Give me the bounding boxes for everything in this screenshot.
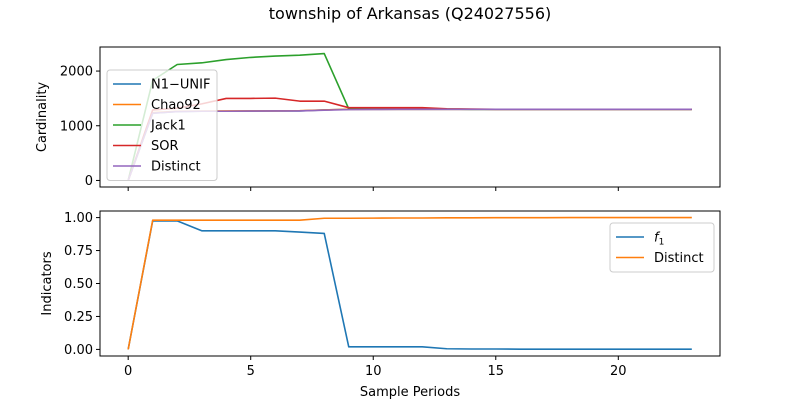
legend-label-main: f [654, 231, 661, 246]
y-tick-label: 2000 [60, 65, 93, 80]
y-axis-label: Cardinality [35, 82, 50, 153]
subplot-1: 0 1000 2000 Cardinality N1−UNIF Chao92 Jack1 SO… [35, 46, 721, 191]
y-tick-label: 0.50 [64, 277, 93, 292]
figure-title: township of Arkansas (Q24027556) [269, 4, 552, 23]
legend-label: Distinct [654, 251, 704, 266]
legend-label: SOR [151, 139, 179, 154]
legend-box [106, 69, 218, 181]
legend-label: Chao92 [151, 98, 201, 113]
y-tick-label: 0.25 [64, 310, 93, 325]
y-tick-label: 1000 [60, 119, 93, 134]
legend-label: Distinct [151, 160, 201, 175]
legend-label-subscript: 1 [659, 238, 665, 248]
plot-frame [99, 46, 721, 188]
y-tick-label: 0.75 [64, 244, 93, 259]
y-tick-label: 0 [85, 174, 93, 189]
x-tick-label: 0 [124, 364, 132, 379]
legend-box [609, 222, 715, 273]
y-axis-label: Indicators [40, 251, 55, 315]
y-tick-label: 1.00 [64, 211, 93, 226]
legend-label: f1 [654, 231, 664, 248]
y-tick-label: 0.00 [64, 343, 93, 358]
series-line-1-5 [127, 108, 692, 181]
legend-label: N1−UNIF [151, 78, 210, 93]
subplot-2: 0 5 10 15 20 0.00 0.25 0.50 0.75 1.00 Indicators Sa… [40, 210, 721, 400]
series-line-2-1 [127, 220, 692, 350]
legend: f1 Distinct [609, 222, 715, 273]
x-tick-label: 10 [365, 364, 382, 379]
x-axis-label: Sample Periods [360, 385, 460, 400]
x-tick-label: 5 [247, 364, 255, 379]
x-tick-label: 15 [487, 364, 504, 379]
legend: N1−UNIF Chao92 Jack1 SOR Distinct [106, 69, 218, 181]
x-tick-label: 20 [610, 364, 627, 379]
legend-label: Jack1 [150, 119, 186, 134]
series-line-2-2 [127, 216, 692, 350]
